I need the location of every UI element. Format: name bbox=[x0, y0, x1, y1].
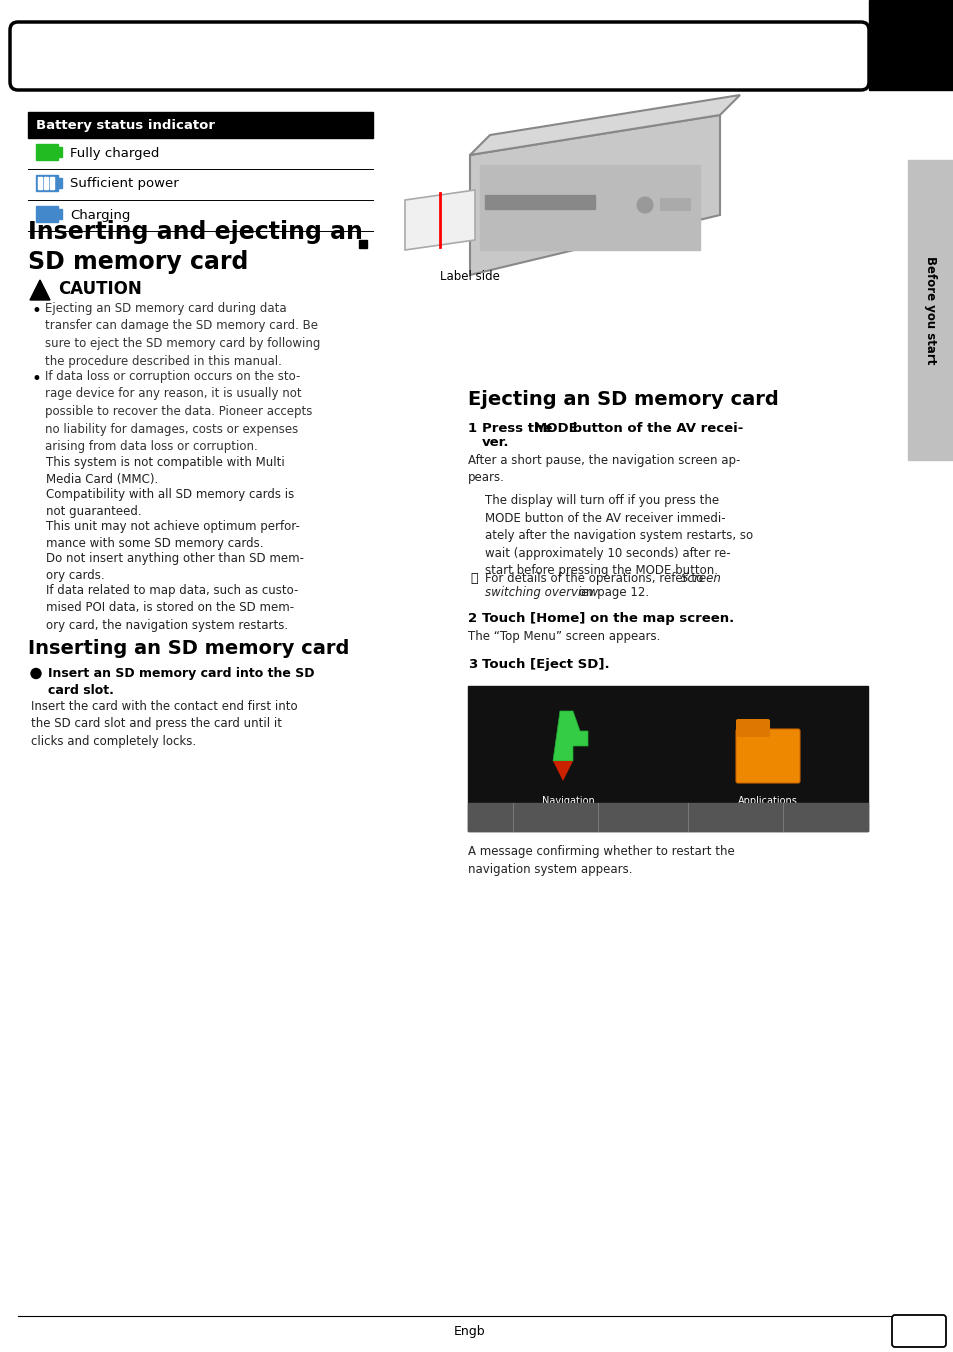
Bar bbox=[468, 803, 867, 831]
Bar bbox=[30, 489, 40, 499]
Bar bbox=[36, 174, 58, 191]
Text: Press the: Press the bbox=[481, 422, 557, 435]
Text: 9: 9 bbox=[913, 1324, 923, 1338]
Text: Compatibility with all SD memory cards is
not guaranteed.: Compatibility with all SD memory cards i… bbox=[46, 488, 294, 519]
Text: Shortcut: Shortcut bbox=[712, 813, 757, 822]
Text: ⚡: ⚡ bbox=[43, 207, 51, 220]
Text: The “Top Menu” screen appears.: The “Top Menu” screen appears. bbox=[468, 630, 659, 644]
FancyBboxPatch shape bbox=[891, 1315, 945, 1347]
Polygon shape bbox=[405, 191, 475, 250]
Text: on page 12.: on page 12. bbox=[575, 585, 648, 599]
Bar bbox=[28, 112, 373, 138]
Text: Eject SD: Eject SD bbox=[533, 813, 577, 822]
Text: Chapter: Chapter bbox=[883, 14, 933, 24]
Text: The display will turn off if you press the
MODE button of the AV receiver immedi: The display will turn off if you press t… bbox=[484, 493, 752, 577]
Bar bbox=[659, 197, 689, 210]
Polygon shape bbox=[470, 95, 740, 155]
Text: Do not insert anything other than SD mem-
ory cards.: Do not insert anything other than SD mem… bbox=[46, 552, 304, 583]
Bar bbox=[355, 237, 370, 251]
Bar bbox=[36, 206, 58, 222]
Text: For details of the operations, refer to: For details of the operations, refer to bbox=[484, 572, 706, 585]
Text: Insert the card with the contact end first into
the SD card slot and press the c: Insert the card with the contact end fir… bbox=[30, 699, 297, 748]
Text: Inserting an SD memory card: Inserting an SD memory card bbox=[28, 639, 349, 658]
Bar bbox=[28, 200, 373, 231]
FancyBboxPatch shape bbox=[735, 729, 800, 783]
Bar bbox=[58, 178, 62, 188]
Text: Battery status indicator: Battery status indicator bbox=[36, 119, 214, 131]
Circle shape bbox=[637, 197, 652, 214]
Text: switching overview: switching overview bbox=[484, 585, 598, 599]
Text: Ejecting an SD memory card: Ejecting an SD memory card bbox=[468, 389, 778, 410]
Text: If data related to map data, such as custo-
mised POI data, is stored on the SD : If data related to map data, such as cus… bbox=[46, 584, 298, 631]
Text: Screen: Screen bbox=[680, 572, 721, 585]
Text: Touch [Eject SD].: Touch [Eject SD]. bbox=[481, 658, 609, 671]
Bar bbox=[30, 585, 40, 595]
Polygon shape bbox=[553, 761, 573, 781]
Text: Applications: Applications bbox=[738, 796, 797, 806]
Bar bbox=[468, 685, 867, 831]
Text: !: ! bbox=[37, 289, 43, 299]
Text: Fully charged: Fully charged bbox=[70, 146, 159, 160]
Text: Touch [Home] on the map screen.: Touch [Home] on the map screen. bbox=[481, 612, 734, 625]
Bar bbox=[484, 195, 595, 210]
Text: Navigation: Navigation bbox=[541, 796, 594, 806]
Bar bbox=[479, 165, 700, 250]
Text: •: • bbox=[32, 370, 42, 388]
Text: 3: 3 bbox=[468, 658, 476, 671]
Bar bbox=[58, 147, 62, 157]
Text: 2: 2 bbox=[468, 612, 476, 625]
Text: Charging: Charging bbox=[70, 208, 131, 222]
Bar bbox=[44, 177, 48, 189]
Text: Settings: Settings bbox=[623, 813, 666, 822]
Bar bbox=[30, 522, 40, 531]
Text: ver.: ver. bbox=[481, 435, 509, 449]
Text: Engb: Engb bbox=[454, 1325, 485, 1338]
Circle shape bbox=[30, 668, 41, 679]
Bar bbox=[470, 496, 478, 506]
Text: Insert an SD memory card into the SD
card slot.: Insert an SD memory card into the SD car… bbox=[48, 668, 314, 698]
Text: After a short pause, the navigation screen ap-
pears.: After a short pause, the navigation scre… bbox=[468, 454, 740, 484]
Text: Sufficient power: Sufficient power bbox=[70, 177, 178, 191]
Text: Before you start: Before you start bbox=[923, 256, 937, 364]
Polygon shape bbox=[30, 280, 50, 300]
Bar bbox=[358, 241, 367, 247]
Bar bbox=[868, 0, 953, 91]
Bar bbox=[28, 169, 373, 200]
Polygon shape bbox=[553, 711, 587, 761]
Bar bbox=[28, 138, 373, 169]
Text: This unit may not achieve optimum perfor-
mance with some SD memory cards.: This unit may not achieve optimum perfor… bbox=[46, 521, 299, 550]
Text: A message confirming whether to restart the
navigation system appears.: A message confirming whether to restart … bbox=[468, 845, 734, 876]
Text: Label side: Label side bbox=[439, 270, 499, 283]
Text: 02: 02 bbox=[886, 35, 936, 69]
Polygon shape bbox=[470, 115, 720, 274]
Text: ⮞: ⮞ bbox=[470, 572, 477, 585]
Bar bbox=[30, 458, 40, 466]
Text: CAUTION: CAUTION bbox=[58, 280, 142, 297]
Text: ↩: ↩ bbox=[483, 810, 496, 825]
Text: MODE: MODE bbox=[534, 422, 578, 435]
Text: button of the AV recei-: button of the AV recei- bbox=[567, 422, 742, 435]
Text: •: • bbox=[32, 301, 42, 320]
Text: This system is not compatible with Multi
Media Card (MMC).: This system is not compatible with Multi… bbox=[46, 456, 284, 487]
FancyBboxPatch shape bbox=[735, 719, 769, 737]
Text: If data loss or corruption occurs on the sto-
rage device for any reason, it is : If data loss or corruption occurs on the… bbox=[45, 370, 312, 453]
Text: 1: 1 bbox=[468, 422, 476, 435]
Text: Inserting and ejecting an
SD memory card: Inserting and ejecting an SD memory card bbox=[28, 220, 362, 273]
Bar bbox=[50, 177, 54, 189]
FancyBboxPatch shape bbox=[10, 22, 868, 91]
Text: Ejecting an SD memory card during data
transfer can damage the SD memory card. B: Ejecting an SD memory card during data t… bbox=[45, 301, 320, 368]
Bar bbox=[36, 145, 58, 160]
Bar bbox=[38, 177, 42, 189]
Bar bbox=[907, 160, 953, 460]
Bar bbox=[30, 554, 40, 562]
Text: Before you start: Before you start bbox=[36, 49, 303, 77]
Bar bbox=[58, 210, 62, 219]
